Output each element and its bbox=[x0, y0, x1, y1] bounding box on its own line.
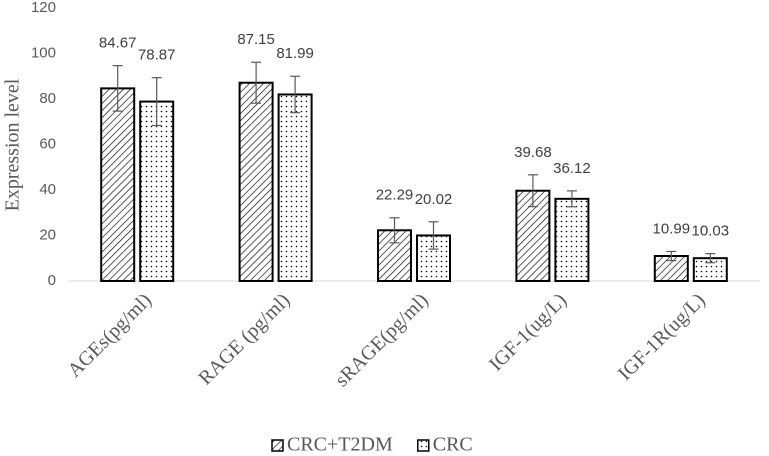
y-tick-label: 100 bbox=[31, 44, 56, 61]
error-bar bbox=[527, 174, 538, 208]
error-bar bbox=[428, 221, 439, 250]
bar bbox=[277, 93, 313, 282]
error-bar bbox=[251, 61, 262, 104]
x-tick-label: IGF-1(ug/L) bbox=[485, 289, 571, 375]
value-label: 22.29 bbox=[376, 187, 414, 204]
y-tick-label: 0 bbox=[48, 272, 56, 289]
error-bar bbox=[666, 250, 677, 262]
value-label: 36.12 bbox=[553, 160, 591, 177]
y-tick-label: 60 bbox=[39, 135, 56, 152]
legend-label: CRC bbox=[433, 434, 473, 456]
y-tick-label: 120 bbox=[31, 0, 56, 16]
value-label: 87.15 bbox=[237, 31, 275, 48]
error-bar bbox=[151, 77, 162, 127]
value-label: 78.87 bbox=[138, 47, 176, 64]
value-label: 10.03 bbox=[692, 223, 730, 240]
x-tick-label: RAGE (pg/ml) bbox=[194, 289, 294, 389]
value-label: 81.99 bbox=[276, 45, 314, 62]
value-label: 84.67 bbox=[99, 35, 137, 52]
bar bbox=[377, 229, 412, 283]
legend-swatch bbox=[271, 439, 284, 452]
y-tick-label: 40 bbox=[39, 181, 56, 198]
bar bbox=[100, 87, 136, 282]
error-bar bbox=[389, 217, 400, 244]
bar bbox=[238, 81, 274, 282]
legend-swatch bbox=[417, 439, 430, 452]
y-axis-title: Expression level bbox=[2, 78, 24, 211]
y-tick-label: 20 bbox=[39, 226, 56, 243]
x-tick-label: AGEs(pg/ml) bbox=[63, 289, 156, 382]
x-tick-label: IGF-1R(ug/L) bbox=[614, 289, 710, 385]
bar bbox=[139, 100, 175, 282]
value-label: 10.99 bbox=[653, 220, 691, 237]
error-bar bbox=[112, 65, 123, 112]
value-label: 39.68 bbox=[514, 144, 552, 161]
y-tick-label: 80 bbox=[39, 90, 56, 107]
bar bbox=[554, 197, 590, 282]
error-bar bbox=[290, 75, 301, 114]
error-bar bbox=[705, 253, 716, 264]
x-tick-label: sRAGE(pg/ml) bbox=[331, 289, 433, 391]
legend-label: CRC+T2DM bbox=[287, 434, 393, 456]
error-bar bbox=[566, 190, 577, 208]
value-label: 20.02 bbox=[415, 191, 453, 208]
